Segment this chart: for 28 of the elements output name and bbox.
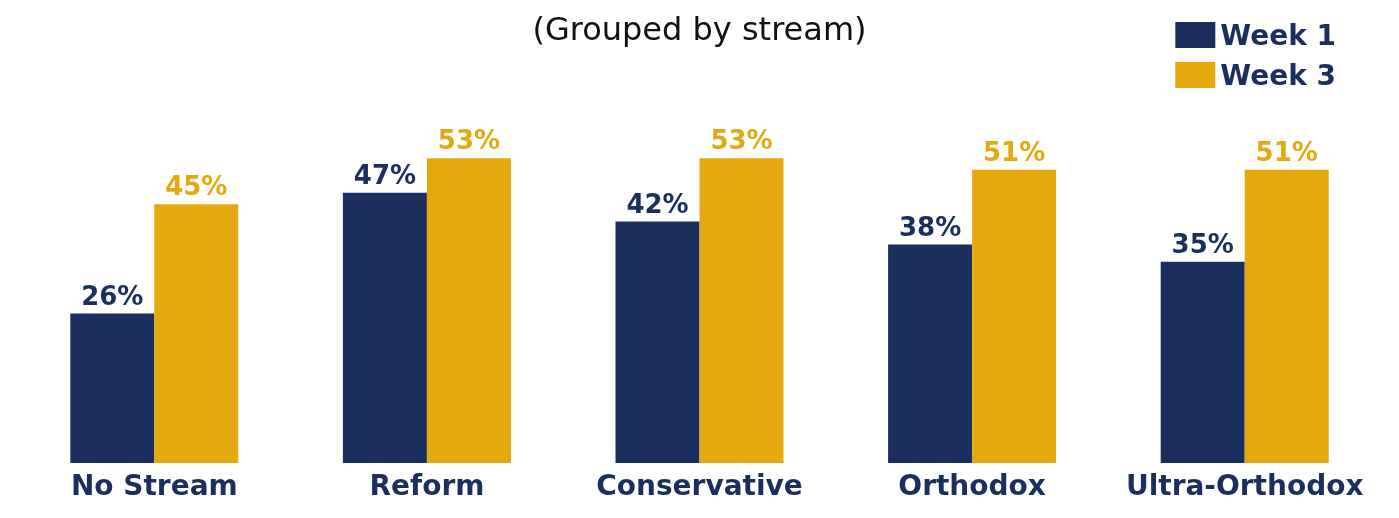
chart-title: (Grouped by stream) <box>532 10 867 48</box>
x-tick-label: Orthodox <box>898 468 1046 502</box>
bar <box>154 204 239 463</box>
data-label: 51% <box>1255 136 1318 167</box>
x-tick-label: Ultra-Orthodox <box>1125 468 1364 502</box>
data-label: 42% <box>626 188 689 219</box>
bar <box>426 158 511 463</box>
x-tick-label: Conservative <box>596 468 803 502</box>
bar <box>699 158 784 463</box>
x-tick-label: No Stream <box>70 468 238 502</box>
bar <box>342 192 427 463</box>
bar <box>615 221 700 463</box>
legend-label: Week 3 <box>1220 58 1336 92</box>
bar <box>888 244 973 463</box>
data-label: 51% <box>982 136 1046 167</box>
data-label: 53% <box>437 125 501 156</box>
bar <box>1160 261 1245 463</box>
data-label: 26% <box>81 280 144 311</box>
bar <box>70 313 155 463</box>
data-label: 53% <box>710 125 773 156</box>
data-label: 45% <box>165 171 228 202</box>
bar <box>972 169 1057 463</box>
data-label: 47% <box>353 159 417 190</box>
data-label: 38% <box>898 211 962 242</box>
x-tick-label: Reform <box>369 468 485 502</box>
data-label: 35% <box>1171 228 1234 259</box>
bar <box>1244 169 1329 463</box>
legend-label: Week 1 <box>1220 18 1336 52</box>
